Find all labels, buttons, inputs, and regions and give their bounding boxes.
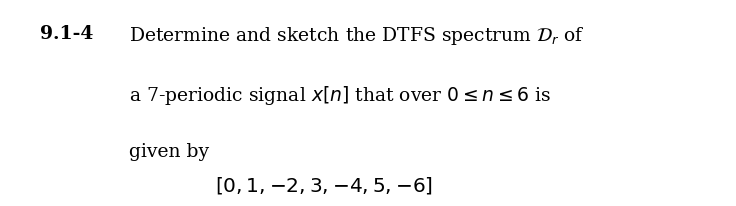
Text: 9.1-4: 9.1-4 (40, 25, 94, 43)
Text: given by: given by (129, 142, 209, 160)
Text: $[0, 1, {-}2, 3, {-}4, 5, {-}6]$: $[0, 1, {-}2, 3, {-}4, 5, {-}6]$ (215, 174, 433, 195)
Text: Determine and sketch the DTFS spectrum $\mathcal{D}_r$ of: Determine and sketch the DTFS spectrum $… (129, 25, 585, 47)
Text: a 7-periodic signal $x[n]$ that over $0 \leq n \leq 6$ is: a 7-periodic signal $x[n]$ that over $0 … (129, 83, 551, 106)
